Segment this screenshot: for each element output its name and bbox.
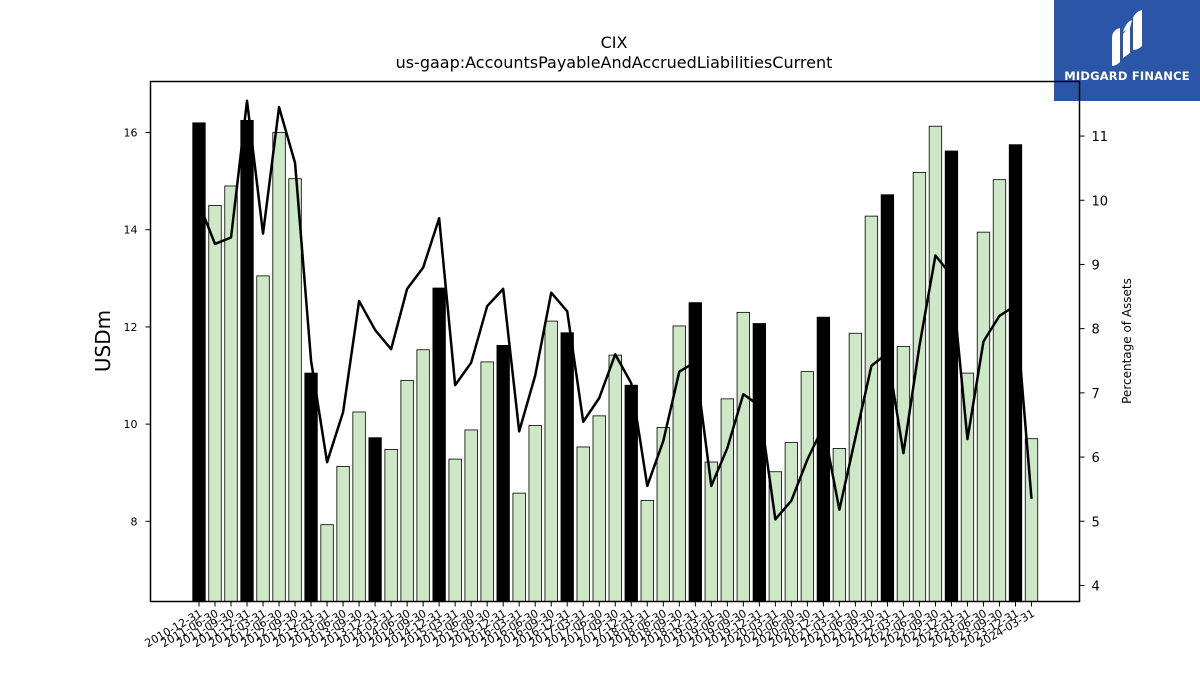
bar [912, 171, 927, 602]
bar [368, 437, 382, 602]
line-series [197, 99, 1033, 521]
bar [480, 361, 494, 602]
bar [672, 325, 686, 602]
bar [288, 178, 302, 602]
y2-tick-label: 6 [1092, 451, 1100, 466]
bar [464, 429, 478, 602]
bar [544, 320, 558, 602]
bar [592, 415, 606, 602]
bar [608, 354, 622, 602]
bar [432, 287, 446, 602]
y-tick-label: 8 [131, 515, 138, 528]
y2-tick-label: 10 [1092, 194, 1109, 209]
bar [896, 345, 911, 602]
bar [256, 275, 270, 602]
y2-axis-ticks: 4 5 6 7 8 9 10 11 [1079, 130, 1109, 594]
bar [208, 205, 222, 602]
bar [832, 448, 847, 602]
bar [976, 231, 991, 602]
midgard-logo-icon [1112, 10, 1142, 66]
chart-subtitle: us-gaap:AccountsPayableAndAccruedLiabili… [396, 53, 833, 72]
bar [800, 371, 815, 602]
bar [576, 446, 590, 602]
bar [528, 425, 542, 602]
brand-logo: MIDGARD FINANCE [1054, 0, 1200, 101]
y2-tick-label: 9 [1092, 258, 1100, 273]
bar [496, 344, 510, 602]
line-path [197, 99, 1033, 521]
y-axis-ticks: 8 10 12 14 16 [124, 127, 151, 528]
y2-axis-label: Percentage of Assets [1120, 278, 1134, 404]
bar [240, 119, 254, 602]
bar [336, 465, 350, 602]
bar [736, 311, 750, 602]
y2-tick-label: 11 [1092, 130, 1109, 145]
y2-tick-label: 7 [1092, 387, 1100, 402]
y-tick-label: 12 [124, 321, 138, 334]
bar [992, 179, 1007, 602]
y-tick-label: 10 [124, 418, 138, 431]
chart-title: CIX [601, 33, 628, 52]
bar [752, 323, 766, 602]
bar [560, 332, 574, 602]
y2-tick-label: 8 [1092, 323, 1100, 338]
brand-name: MIDGARD FINANCE [1064, 69, 1190, 83]
y-tick-label: 16 [124, 127, 138, 140]
bar [880, 194, 895, 602]
y2-tick-label: 4 [1092, 579, 1100, 594]
y2-tick-label: 5 [1092, 515, 1100, 530]
bar-series [192, 119, 1039, 602]
bar [864, 215, 879, 602]
bar [784, 442, 799, 602]
bar [944, 150, 959, 602]
bar [448, 458, 462, 602]
bar [400, 379, 414, 602]
bar [640, 500, 654, 602]
bar [928, 125, 943, 602]
bar [320, 524, 334, 602]
bar [272, 132, 286, 602]
y-axis-label: USDm [91, 310, 115, 372]
bar [816, 316, 831, 602]
bar [304, 372, 318, 602]
bar [416, 349, 430, 602]
y-tick-label: 14 [124, 224, 138, 237]
bar [1024, 438, 1039, 602]
bar [384, 448, 398, 602]
bar [192, 122, 206, 602]
x-axis-ticks: 2010-12-312011-06-302011-09-302011-12-31… [143, 601, 1037, 650]
bar [512, 492, 526, 602]
bar [688, 302, 702, 602]
bar [224, 185, 238, 602]
bar [352, 411, 366, 602]
bar [848, 332, 863, 602]
